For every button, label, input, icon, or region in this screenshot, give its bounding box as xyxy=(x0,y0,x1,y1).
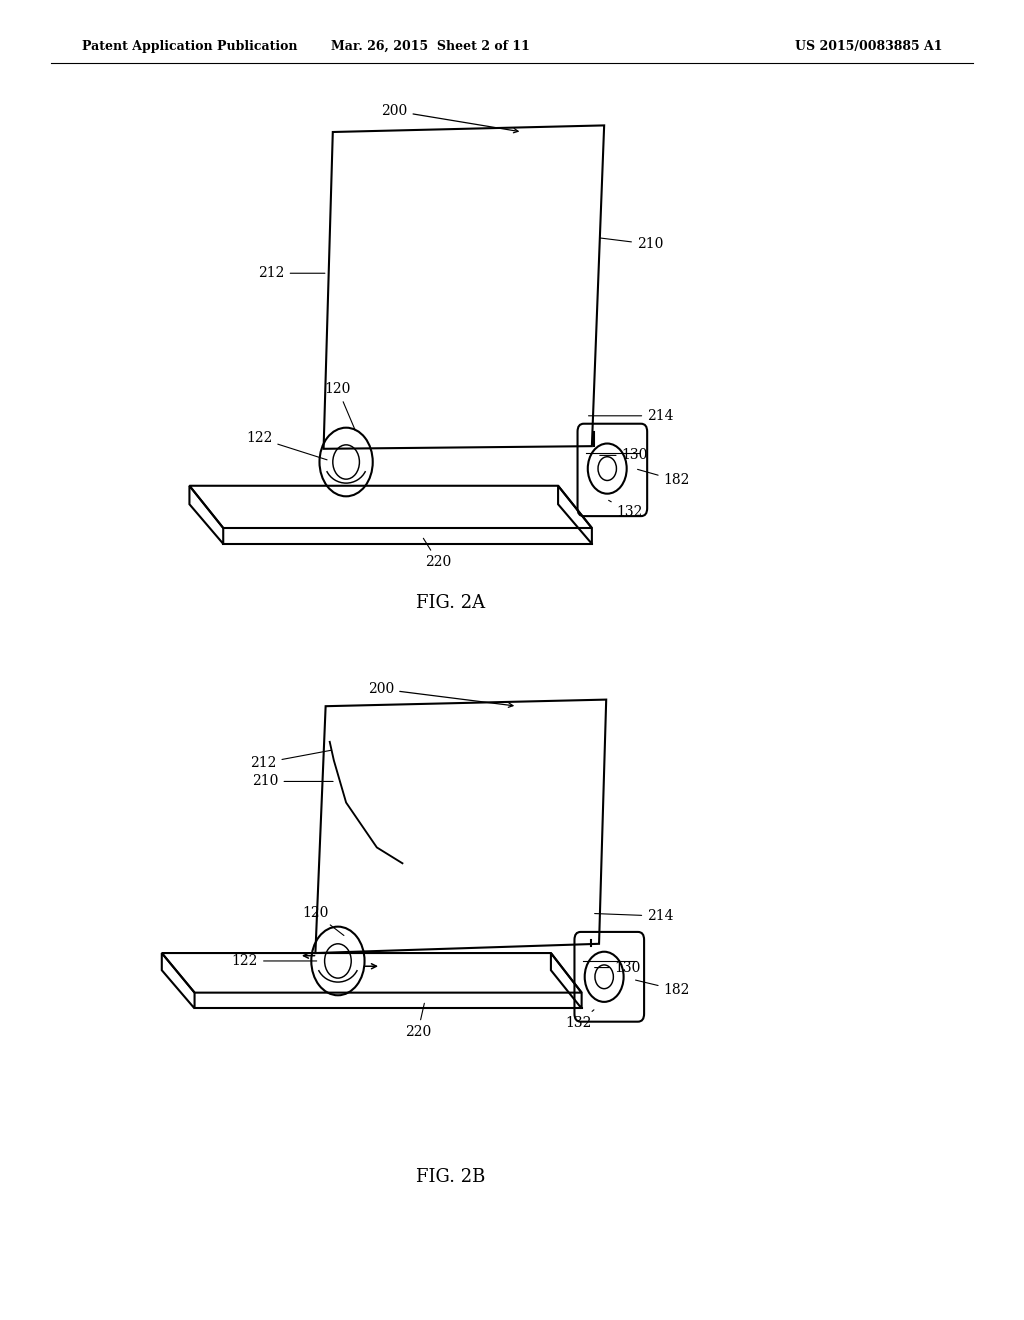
Text: 132: 132 xyxy=(608,500,643,519)
Text: FIG. 2A: FIG. 2A xyxy=(416,594,485,612)
Text: 210: 210 xyxy=(252,775,333,788)
Text: 120: 120 xyxy=(325,383,355,430)
Text: 212: 212 xyxy=(250,750,331,770)
Text: 212: 212 xyxy=(258,267,325,280)
Text: 182: 182 xyxy=(636,979,690,997)
Text: 132: 132 xyxy=(565,1010,594,1030)
Text: 122: 122 xyxy=(246,432,327,459)
Text: 120: 120 xyxy=(302,907,344,936)
Text: 130: 130 xyxy=(600,449,648,462)
Text: 210: 210 xyxy=(600,238,664,251)
Text: FIG. 2B: FIG. 2B xyxy=(416,1168,485,1187)
Text: 182: 182 xyxy=(638,470,690,487)
Text: US 2015/0083885 A1: US 2015/0083885 A1 xyxy=(795,40,942,53)
Text: 214: 214 xyxy=(595,909,674,923)
Text: 200: 200 xyxy=(368,682,513,708)
Text: Mar. 26, 2015  Sheet 2 of 11: Mar. 26, 2015 Sheet 2 of 11 xyxy=(331,40,529,53)
Text: 220: 220 xyxy=(423,539,452,569)
Text: Patent Application Publication: Patent Application Publication xyxy=(82,40,297,53)
Text: 200: 200 xyxy=(381,104,518,133)
Text: 122: 122 xyxy=(231,954,316,968)
Text: 130: 130 xyxy=(595,961,641,974)
Text: 220: 220 xyxy=(404,1003,431,1039)
Text: 214: 214 xyxy=(589,409,674,422)
